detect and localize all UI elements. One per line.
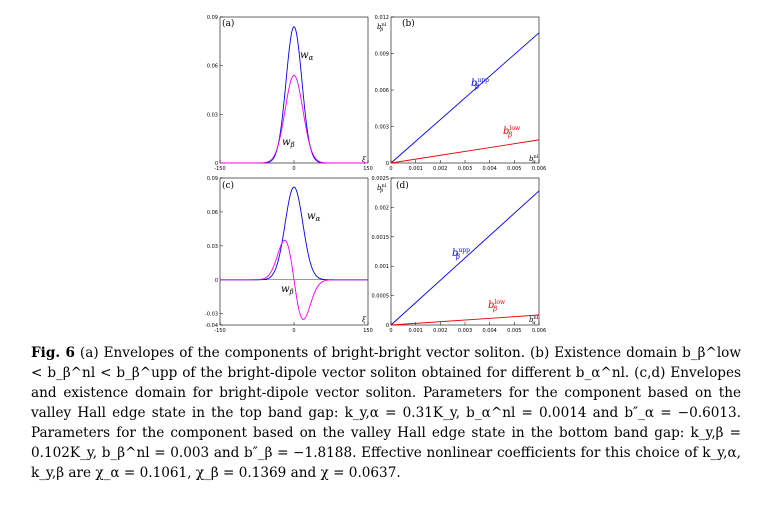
panel-d-label: (d): [396, 180, 409, 191]
panel-d-ytick-label: 0.0005: [372, 294, 390, 300]
series-label-d-upp: bupp β: [452, 247, 470, 261]
panel-c-xtick-label: 0: [292, 328, 295, 334]
panel-c-xtick-label: -150: [214, 328, 225, 334]
series-label-d-low: blow β: [488, 299, 506, 313]
panel-b-xtick-label: 0.003: [458, 166, 472, 172]
panel-d-xtick-label: 0: [389, 328, 392, 334]
panel-a-xtick-label: 150: [363, 166, 373, 172]
series-label-a-w-alpha: wα: [300, 50, 314, 62]
panel-b-frame: [390, 16, 540, 164]
panel-d-ytick-label: 0.002: [375, 205, 389, 211]
panel-c-ytick-label: 0: [215, 278, 218, 284]
panel-b-xtick-label: 0: [389, 166, 392, 172]
panel-d-xtick-label: 0.005: [507, 328, 521, 334]
panel-b-series-1: [390, 139, 540, 164]
panel-d-xtick-label: 0.002: [433, 328, 447, 334]
panel-b-series-0: [390, 32, 540, 164]
panel-b-xtick-label: 0.005: [507, 166, 521, 172]
panel-d-xtick-label: 0.006: [532, 328, 546, 334]
panel-b-ytick-label: 0.006: [375, 88, 389, 94]
series-label-b-upp: bupp β: [471, 77, 489, 91]
panel-d-series-0: [390, 190, 540, 326]
panel-a-ytick-label: 0.06: [207, 64, 218, 70]
panel-d-ytick-label: 0.0015: [372, 235, 390, 241]
panel-a-series-1: [220, 74, 368, 164]
panel-a-label: (a): [222, 18, 234, 29]
panel-b-label: (b): [402, 18, 415, 29]
panel-c-xtick-label: 150: [363, 328, 373, 334]
panel-c-ytick-label: 0.03: [207, 244, 218, 250]
panel-a-xtick-label: 0: [292, 166, 295, 172]
caption-label: Fig. 6: [31, 345, 75, 361]
panel-a-ytick-label: 0.03: [207, 112, 218, 118]
panel-c-ytick-label: -0.04: [205, 323, 218, 329]
series-label-b-low: blow β: [503, 125, 521, 139]
panel-c-ytick-label: 0.09: [207, 176, 218, 182]
panel-c-label: (c): [222, 180, 234, 191]
panel-d-ytick-label: 0.0025: [372, 176, 390, 182]
caption-text: (a) Envelopes of the components of brigh…: [31, 345, 742, 481]
panel-d-xtick-label: 0.001: [409, 328, 423, 334]
axis-label-d-y: bnl β: [377, 183, 387, 194]
axis-label-a-x: ξ: [362, 156, 367, 164]
panel-b-ytick-label: 0.009: [375, 52, 389, 58]
panel-d-series-1: [390, 314, 540, 326]
panel-d-ytick-label: 0.001: [375, 264, 389, 270]
panel-a-xtick-label: -150: [214, 166, 225, 172]
panel-c-series-1: [220, 239, 368, 320]
panel-b-xtick-label: 0.002: [433, 166, 447, 172]
panel-b-xtick-label: 0.004: [483, 166, 497, 172]
panel-b-ytick-label: 0.003: [375, 125, 389, 131]
panel-c-ytick-label: 0.06: [207, 210, 218, 216]
axis-label-d-x: bnl α: [529, 315, 539, 326]
series-label-c-w-beta: wβ: [281, 284, 294, 296]
panel-d-xtick-label: 0.003: [458, 328, 472, 334]
panel-b-xtick-label: 0.001: [409, 166, 423, 172]
panel-c-series-0: [220, 186, 368, 281]
figure-caption: Fig. 6 (a) Envelopes of the components o…: [31, 343, 741, 483]
figure: 00.030.060.09-150 0 15000.0030.0060.0090.0…: [205, 15, 546, 334]
panel-d-ytick-label: 0: [386, 323, 389, 329]
panel-b-xtick-label: 0.006: [532, 166, 546, 172]
axis-label-b-x: bnl α: [529, 154, 539, 165]
axis-label-c-x: ξ: [362, 316, 367, 324]
series-label-a-w-beta: wβ: [282, 137, 295, 149]
panel-a-ytick-label: 0: [215, 161, 218, 167]
panel-c-ytick-label: -0.03: [205, 312, 218, 318]
panel-a-ytick-label: 0.09: [207, 15, 218, 21]
panel-b-ytick-label: 0.012: [375, 15, 389, 21]
panel-b-ytick-label: 0: [386, 161, 389, 167]
axis-label-b-y: bnl β: [377, 22, 387, 33]
panel-c-frame: [219, 177, 369, 326]
series-label-c-w-alpha: wα: [307, 211, 321, 223]
panel-d-xtick-label: 0.004: [483, 328, 497, 334]
